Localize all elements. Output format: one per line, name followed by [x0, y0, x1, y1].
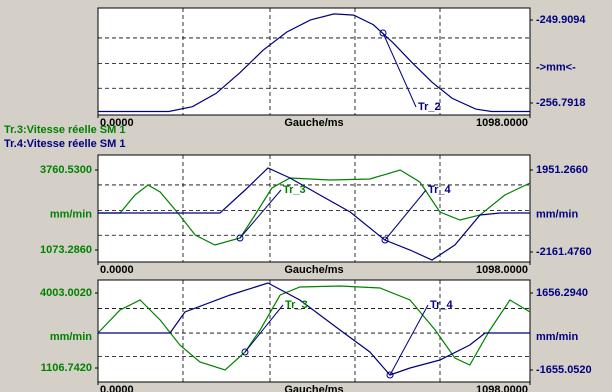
plot-area — [97, 154, 531, 263]
y-tick-label: -2161.4760 — [536, 246, 592, 258]
annotation-leader — [382, 32, 417, 108]
y-tick-label: -249.9094 — [536, 14, 586, 26]
trace-annotation: Tr_4 — [430, 299, 454, 311]
y-axis-unit: mm/min — [50, 331, 92, 343]
x-tick-label: 1098.0000 — [476, 117, 528, 129]
y-tick-label: -256.7918 — [536, 97, 586, 109]
annotation-marker — [381, 236, 389, 244]
plot-area — [97, 279, 531, 383]
trace-legend: Tr.3:Vitesse réelle SM 1 — [4, 124, 125, 136]
trace — [97, 285, 531, 371]
annotation-leader — [384, 189, 427, 241]
x-tick-label: 1098.0000 — [476, 384, 528, 392]
annotation-marker — [241, 348, 249, 356]
trace — [98, 13, 530, 113]
y-tick-label: -1655.0520 — [536, 364, 592, 376]
y-tick-label: 4003.0020 — [40, 287, 92, 299]
annotation-marker — [379, 29, 387, 37]
annotation-leader — [239, 189, 282, 239]
x-tick-label: 0.0000 — [100, 117, 134, 129]
annotation-leader — [244, 304, 284, 353]
trace — [98, 282, 530, 376]
trace-annotation: Tr_4 — [428, 184, 452, 196]
y-tick-label: 1951.2660 — [536, 164, 588, 176]
y-tick-label: 1656.2940 — [536, 287, 588, 299]
annotation-leader — [389, 304, 429, 376]
y-axis-unit: ->mm<- — [536, 61, 576, 73]
y-tick-label: 3760.5300 — [40, 164, 92, 176]
y-axis-unit: mm/min — [50, 208, 92, 220]
annotation-marker — [386, 371, 394, 379]
trace-annotation: Tr_3 — [285, 299, 308, 311]
annotation-marker — [236, 234, 244, 242]
x-tick-label: 0.0000 — [100, 264, 134, 276]
trace-annotation: Tr_3 — [283, 184, 306, 196]
trace-annotation: Tr_2 — [418, 101, 441, 113]
trace — [98, 169, 531, 246]
trace-legend: Tr.4:Vitesse réelle SM 1 — [4, 138, 125, 150]
x-axis-label: Gauche/ms — [284, 384, 343, 392]
y-tick-label: 1106.7420 — [41, 362, 92, 374]
y-axis-unit: mm/min — [536, 208, 578, 220]
trace — [98, 167, 530, 261]
x-axis-label: Gauche/ms — [284, 117, 343, 129]
y-tick-label: 1073.2860 — [40, 244, 92, 256]
x-axis-label: Gauche/ms — [284, 264, 343, 276]
x-tick-label: 0.0000 — [100, 384, 134, 392]
plot-area — [97, 7, 531, 116]
y-axis-unit: mm/min — [536, 331, 578, 343]
x-tick-label: 1098.0000 — [476, 264, 528, 276]
